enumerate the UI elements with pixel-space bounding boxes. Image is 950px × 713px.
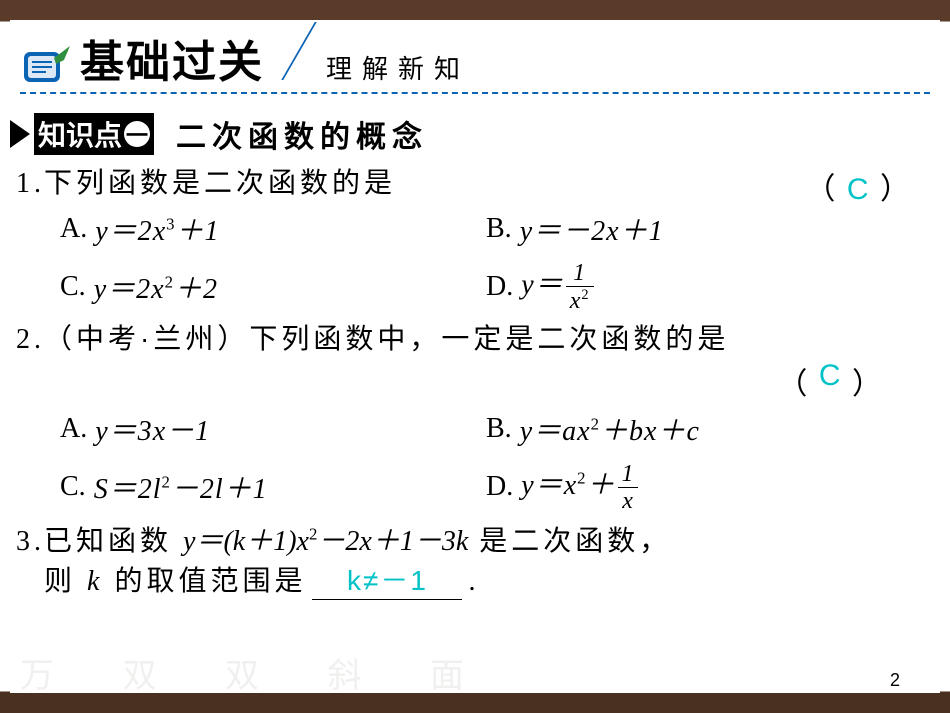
q2-b-expr: y＝ax2＋bx＋c — [520, 409, 700, 449]
question-1: 1. 下列函数是二次函数的是 （ C ） A.y＝2x3＋1 B.y＝－2x＋1… — [10, 160, 940, 315]
knowledge-point-row: 知识点 一 二次函数的概念 — [10, 104, 940, 160]
q2-a-expr: y＝3x－1 — [95, 409, 210, 449]
q1-answer: C — [847, 173, 871, 206]
q1-c-expr: y＝2x2＋2 — [94, 267, 218, 307]
q3-blank: k≠－1 — [312, 559, 462, 600]
q3-period: . — [468, 566, 479, 597]
q3-number: 3. — [16, 526, 44, 558]
q3-math: y＝(k＋1)x2－2x＋1－3k — [183, 526, 468, 557]
scroll-quill-icon — [20, 44, 74, 90]
q1-b-expr: y＝－2x＋1 — [520, 209, 664, 249]
q3-k: k — [87, 566, 103, 597]
triangle-marker-icon — [10, 120, 30, 148]
knowledge-badge-index: 一 — [124, 121, 150, 147]
q3-answer: k≠－1 — [347, 565, 428, 596]
q2-source: （中考·兰州） — [44, 323, 249, 354]
header-banner: 基础过关 理解新知 — [20, 26, 930, 94]
q2-answer-paren: （ C ） — [16, 359, 912, 403]
q2-option-d: D.y＝x2＋1x — [486, 461, 912, 513]
q3-pre: 已知函数 — [44, 526, 183, 557]
q1-option-d: D.y＝1x2 — [486, 261, 912, 313]
q2-option-c: C.S＝2l2－2l＋1 — [60, 461, 486, 513]
q3-l2pre: 则 — [44, 566, 87, 597]
q1-option-a: A.y＝2x3＋1 — [60, 203, 486, 255]
question-2: 2. （中考·兰州）下列函数中，一定是二次函数的是 （ C ） A.y＝3x－1… — [10, 315, 940, 515]
q2-stem: （中考·兰州）下列函数中，一定是二次函数的是 — [44, 319, 912, 359]
q2-stem-text: 下列函数中，一定是二次函数的是 — [249, 324, 729, 355]
q1-a-expr: y＝2x3＋1 — [95, 209, 219, 249]
q2-option-b: B.y＝ax2＋bx＋c — [486, 403, 912, 455]
q2-d-expr: y＝x2＋1x — [521, 462, 640, 513]
q2-answer: C — [819, 359, 843, 403]
watermark-text: 万 双 双 斜 面 — [20, 648, 494, 697]
q1-option-b: B.y＝－2x＋1 — [486, 203, 912, 255]
page-number: 2 — [890, 670, 900, 691]
banner-title: 基础过关 — [80, 26, 264, 90]
knowledge-badge-label: 知识点 — [38, 114, 122, 154]
q1-option-c: C.y＝2x2＋2 — [60, 261, 486, 313]
q1-stem: 下列函数是二次函数的是 — [44, 164, 912, 203]
q1-d-expr: y＝1x2 — [521, 261, 595, 313]
banner-title-wrap: 基础过关 — [80, 26, 300, 90]
q1-number: 1. — [16, 168, 44, 200]
question-3: 3.已知函数 y＝(k＋1)x2－2x＋1－3k 是二次函数， 则 k 的取值范… — [10, 515, 940, 602]
q3-l2post: 的取值范围是 — [103, 566, 306, 597]
q2-option-a: A.y＝3x－1 — [60, 403, 486, 455]
q2-number: 2. — [16, 324, 44, 356]
banner-subtitle: 理解新知 — [326, 49, 470, 90]
q3-post1: 是二次函数， — [468, 526, 671, 557]
knowledge-badge: 知识点 一 — [34, 113, 154, 155]
q2-c-expr: S＝2l2－2l＋1 — [94, 467, 268, 507]
q1-answer-paren: （ C ） — [805, 164, 912, 208]
knowledge-title: 二次函数的概念 — [176, 112, 428, 156]
